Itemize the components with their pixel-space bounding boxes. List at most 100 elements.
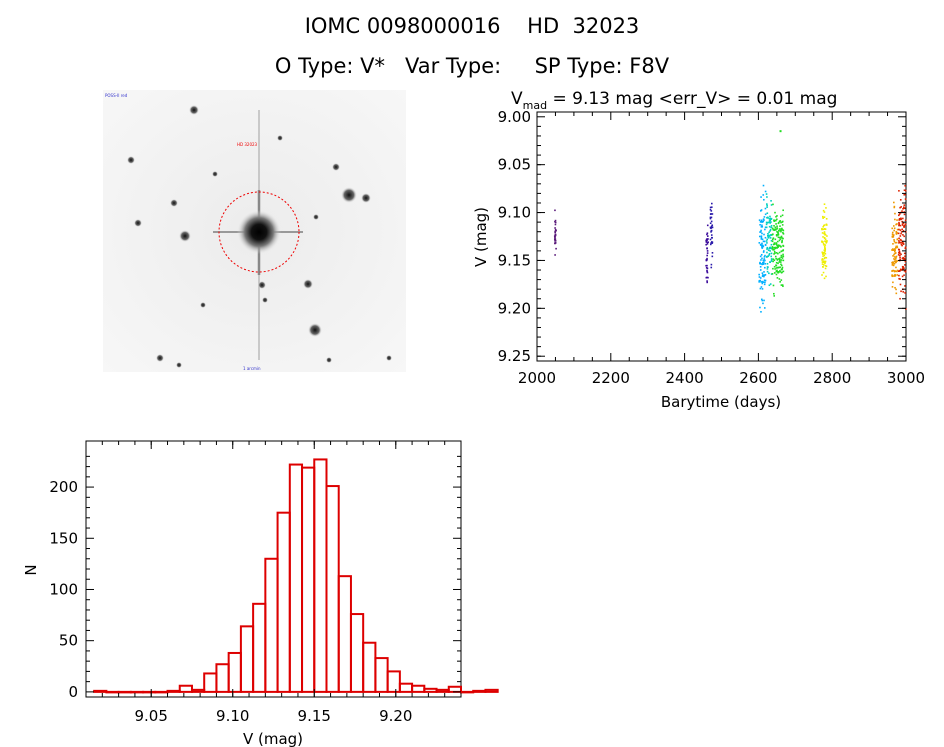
- lc-point: [711, 226, 714, 229]
- lc-point: [780, 268, 783, 271]
- lc-point: [893, 206, 896, 209]
- lc-point: [768, 225, 771, 228]
- hist-bar: [349, 613, 365, 693]
- lc-point: [706, 247, 708, 249]
- lc-outlier-point: [779, 130, 782, 133]
- lc-point: [777, 244, 780, 246]
- lc-point: [898, 221, 900, 224]
- hist-bar: [264, 557, 279, 693]
- lc-point: [901, 275, 904, 278]
- lc-point: [901, 228, 904, 231]
- lc-point: [904, 292, 906, 294]
- lc-points: [553, 130, 907, 313]
- hist-bar: [117, 690, 132, 694]
- lc-point: [772, 260, 774, 263]
- lc-point: [782, 255, 784, 257]
- lc-point: [902, 234, 904, 236]
- lc-point: [770, 247, 773, 250]
- lc-point: [904, 260, 907, 263]
- lc-point: [706, 232, 709, 235]
- lc-point: [901, 210, 903, 212]
- lc-point: [775, 252, 778, 254]
- lc-point: [901, 223, 904, 225]
- lc-point: [761, 225, 764, 228]
- lc-point: [782, 209, 784, 212]
- lc-ytick-label: 9.10: [498, 204, 531, 222]
- lc-point: [900, 217, 902, 220]
- lc-point: [780, 227, 783, 230]
- lc-point: [762, 220, 765, 223]
- lc-point: [900, 241, 902, 244]
- lc-point: [709, 222, 712, 225]
- hist-bar: [325, 485, 340, 693]
- lc-point: [759, 255, 762, 258]
- lc-point: [766, 242, 768, 244]
- lc-point: [774, 211, 776, 214]
- lc-point: [899, 254, 901, 257]
- lc-point: [770, 234, 773, 236]
- lc-point: [776, 266, 779, 269]
- lc-point: [706, 270, 708, 273]
- lc-point: [896, 238, 899, 240]
- lc-point: [773, 250, 776, 253]
- lc-point: [763, 198, 765, 201]
- lc-point: [766, 221, 769, 224]
- lc-point: [768, 234, 770, 237]
- lc-point: [895, 255, 898, 258]
- lc-point: [900, 231, 903, 233]
- hist-bar: [411, 684, 426, 693]
- lc-point: [825, 242, 828, 244]
- lc-point: [826, 240, 828, 242]
- lc-point: [765, 226, 768, 229]
- lc-point: [782, 253, 784, 256]
- lc-point: [762, 259, 765, 262]
- lc-point: [892, 225, 895, 227]
- lc-point: [759, 287, 762, 290]
- lc-point: [758, 273, 760, 276]
- hist-ytick-label: 200: [49, 478, 78, 496]
- lc-point: [822, 261, 825, 264]
- lc-point: [824, 267, 827, 270]
- lc-point: [771, 246, 774, 249]
- lc-point: [770, 226, 773, 229]
- lc-point: [781, 284, 784, 286]
- lc-point: [768, 218, 771, 220]
- lc-point: [895, 246, 898, 249]
- lc-point: [893, 201, 895, 204]
- lc-point: [902, 243, 905, 245]
- lc-point: [821, 261, 824, 263]
- lc-xtick-label: 3000: [887, 369, 925, 387]
- lc-point: [770, 273, 773, 275]
- lc-point: [899, 206, 901, 209]
- lc-point: [777, 252, 779, 255]
- lc-point: [762, 263, 765, 265]
- lc-point: [902, 291, 905, 293]
- lc-point: [766, 212, 769, 215]
- light-curve-chart: Vmad = 9.13 mag <err_V> = 0.01 mag 2000 2…: [472, 89, 925, 411]
- hist-xtick-label: 9.15: [298, 707, 331, 725]
- lc-point: [903, 204, 906, 206]
- lc-point: [782, 249, 784, 252]
- hist-ytick-label: 0: [68, 683, 78, 701]
- lc-point: [770, 221, 772, 223]
- hist-ytick-label: 50: [59, 632, 78, 650]
- lc-point: [774, 238, 777, 241]
- lc-point: [895, 230, 898, 233]
- lc-point: [777, 232, 780, 234]
- lc-point: [903, 189, 906, 192]
- lc-point: [773, 220, 776, 222]
- lc-point: [826, 235, 828, 237]
- lc-point: [903, 252, 906, 255]
- lc-point: [894, 275, 897, 277]
- lc-point: [894, 286, 896, 289]
- lc-point: [772, 284, 775, 287]
- lc-point: [821, 274, 823, 276]
- lc-point: [898, 224, 900, 227]
- lc-point: [823, 236, 826, 239]
- lc-point: [778, 239, 781, 242]
- lc-point: [822, 255, 824, 257]
- lc-point: [769, 219, 772, 222]
- lc-point: [903, 274, 905, 276]
- lc-point: [899, 229, 902, 231]
- lc-point: [760, 238, 763, 240]
